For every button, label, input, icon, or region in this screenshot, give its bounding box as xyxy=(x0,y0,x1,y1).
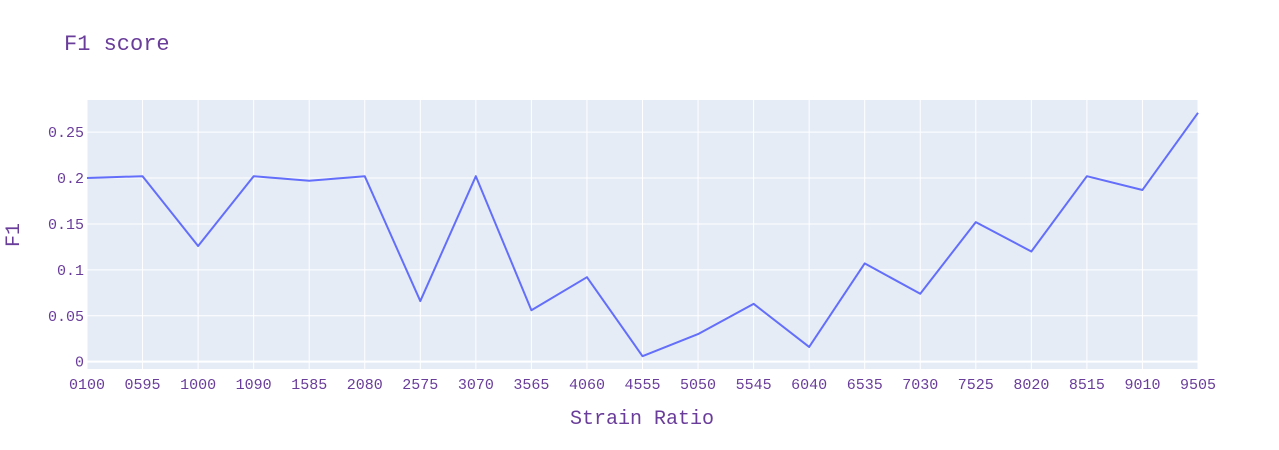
y-tick-label: 0.15 xyxy=(48,217,84,234)
series-line xyxy=(86,112,1199,358)
x-tick-label: 4060 xyxy=(569,377,605,394)
gridlines xyxy=(86,100,1199,369)
x-tick-label: 2080 xyxy=(347,377,383,394)
x-tick-label: 1090 xyxy=(236,377,272,394)
x-tick-label: 5050 xyxy=(680,377,716,394)
x-axis-ticks: 0100 0595 1000 1090 1585 2080 2575 3070 3565 4060… xyxy=(69,377,1216,394)
x-tick-label: 0595 xyxy=(125,377,161,394)
x-tick-label: 1585 xyxy=(291,377,327,394)
x-tick-label: 5545 xyxy=(736,377,772,394)
x-tick-label: 6535 xyxy=(847,377,883,394)
y-tick-label: 0.25 xyxy=(48,125,84,142)
x-tick-label: 0100 xyxy=(69,377,105,394)
x-tick-label: 6040 xyxy=(791,377,827,394)
x-tick-label: 8020 xyxy=(1013,377,1049,394)
x-tick-label: 8515 xyxy=(1069,377,1105,394)
chart-title: F1 score xyxy=(64,32,170,57)
x-tick-label: 9010 xyxy=(1124,377,1160,394)
y-tick-label: 0.05 xyxy=(48,309,84,326)
x-tick-label: 3565 xyxy=(513,377,549,394)
x-tick-label: 4555 xyxy=(624,377,660,394)
y-tick-label: 0 xyxy=(75,355,84,372)
x-tick-label: 3070 xyxy=(458,377,494,394)
y-tick-label: 0.2 xyxy=(57,171,84,188)
x-tick-label: 1000 xyxy=(180,377,216,394)
x-tick-label: 7030 xyxy=(902,377,938,394)
x-tick-label: 9505 xyxy=(1180,377,1216,394)
x-axis-title: Strain Ratio xyxy=(570,408,714,431)
x-tick-label: 7525 xyxy=(958,377,994,394)
y-tick-label: 0.1 xyxy=(57,263,84,280)
x-tick-label: 2575 xyxy=(402,377,438,394)
y-axis-ticks: 0 0.05 0.1 0.15 0.2 0.25 xyxy=(48,125,84,372)
y-axis-title: F1 xyxy=(3,223,26,247)
